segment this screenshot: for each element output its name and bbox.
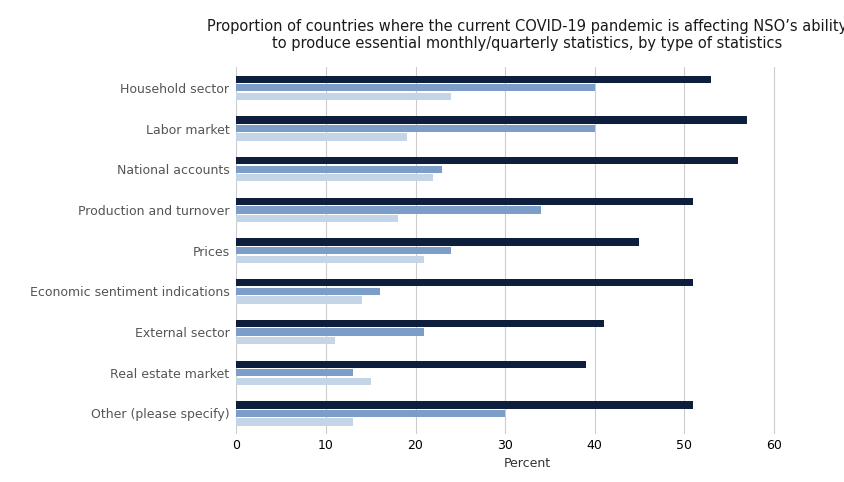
- Bar: [236, 76, 711, 83]
- Bar: [236, 418, 353, 426]
- Bar: [236, 288, 380, 295]
- Bar: [236, 279, 693, 286]
- Bar: [236, 401, 693, 409]
- Bar: [236, 134, 407, 141]
- Bar: [236, 215, 398, 222]
- Bar: [236, 239, 640, 246]
- Bar: [236, 328, 425, 335]
- Bar: [236, 93, 452, 100]
- Bar: [236, 247, 452, 254]
- Bar: [236, 174, 434, 181]
- Bar: [236, 116, 747, 124]
- Bar: [236, 157, 738, 164]
- Bar: [236, 369, 353, 376]
- Bar: [236, 206, 541, 214]
- Bar: [236, 337, 335, 344]
- Bar: [236, 166, 442, 173]
- Bar: [236, 84, 595, 92]
- X-axis label: Percent: Percent: [504, 457, 551, 470]
- Bar: [236, 296, 362, 304]
- Bar: [236, 125, 595, 132]
- Bar: [236, 377, 371, 385]
- Title: Proportion of countries where the current COVID-19 pandemic is affecting NSO’s a: Proportion of countries where the curren…: [208, 19, 844, 51]
- Bar: [236, 320, 603, 327]
- Bar: [236, 361, 586, 368]
- Bar: [236, 410, 505, 417]
- Bar: [236, 198, 693, 205]
- Bar: [236, 255, 425, 263]
